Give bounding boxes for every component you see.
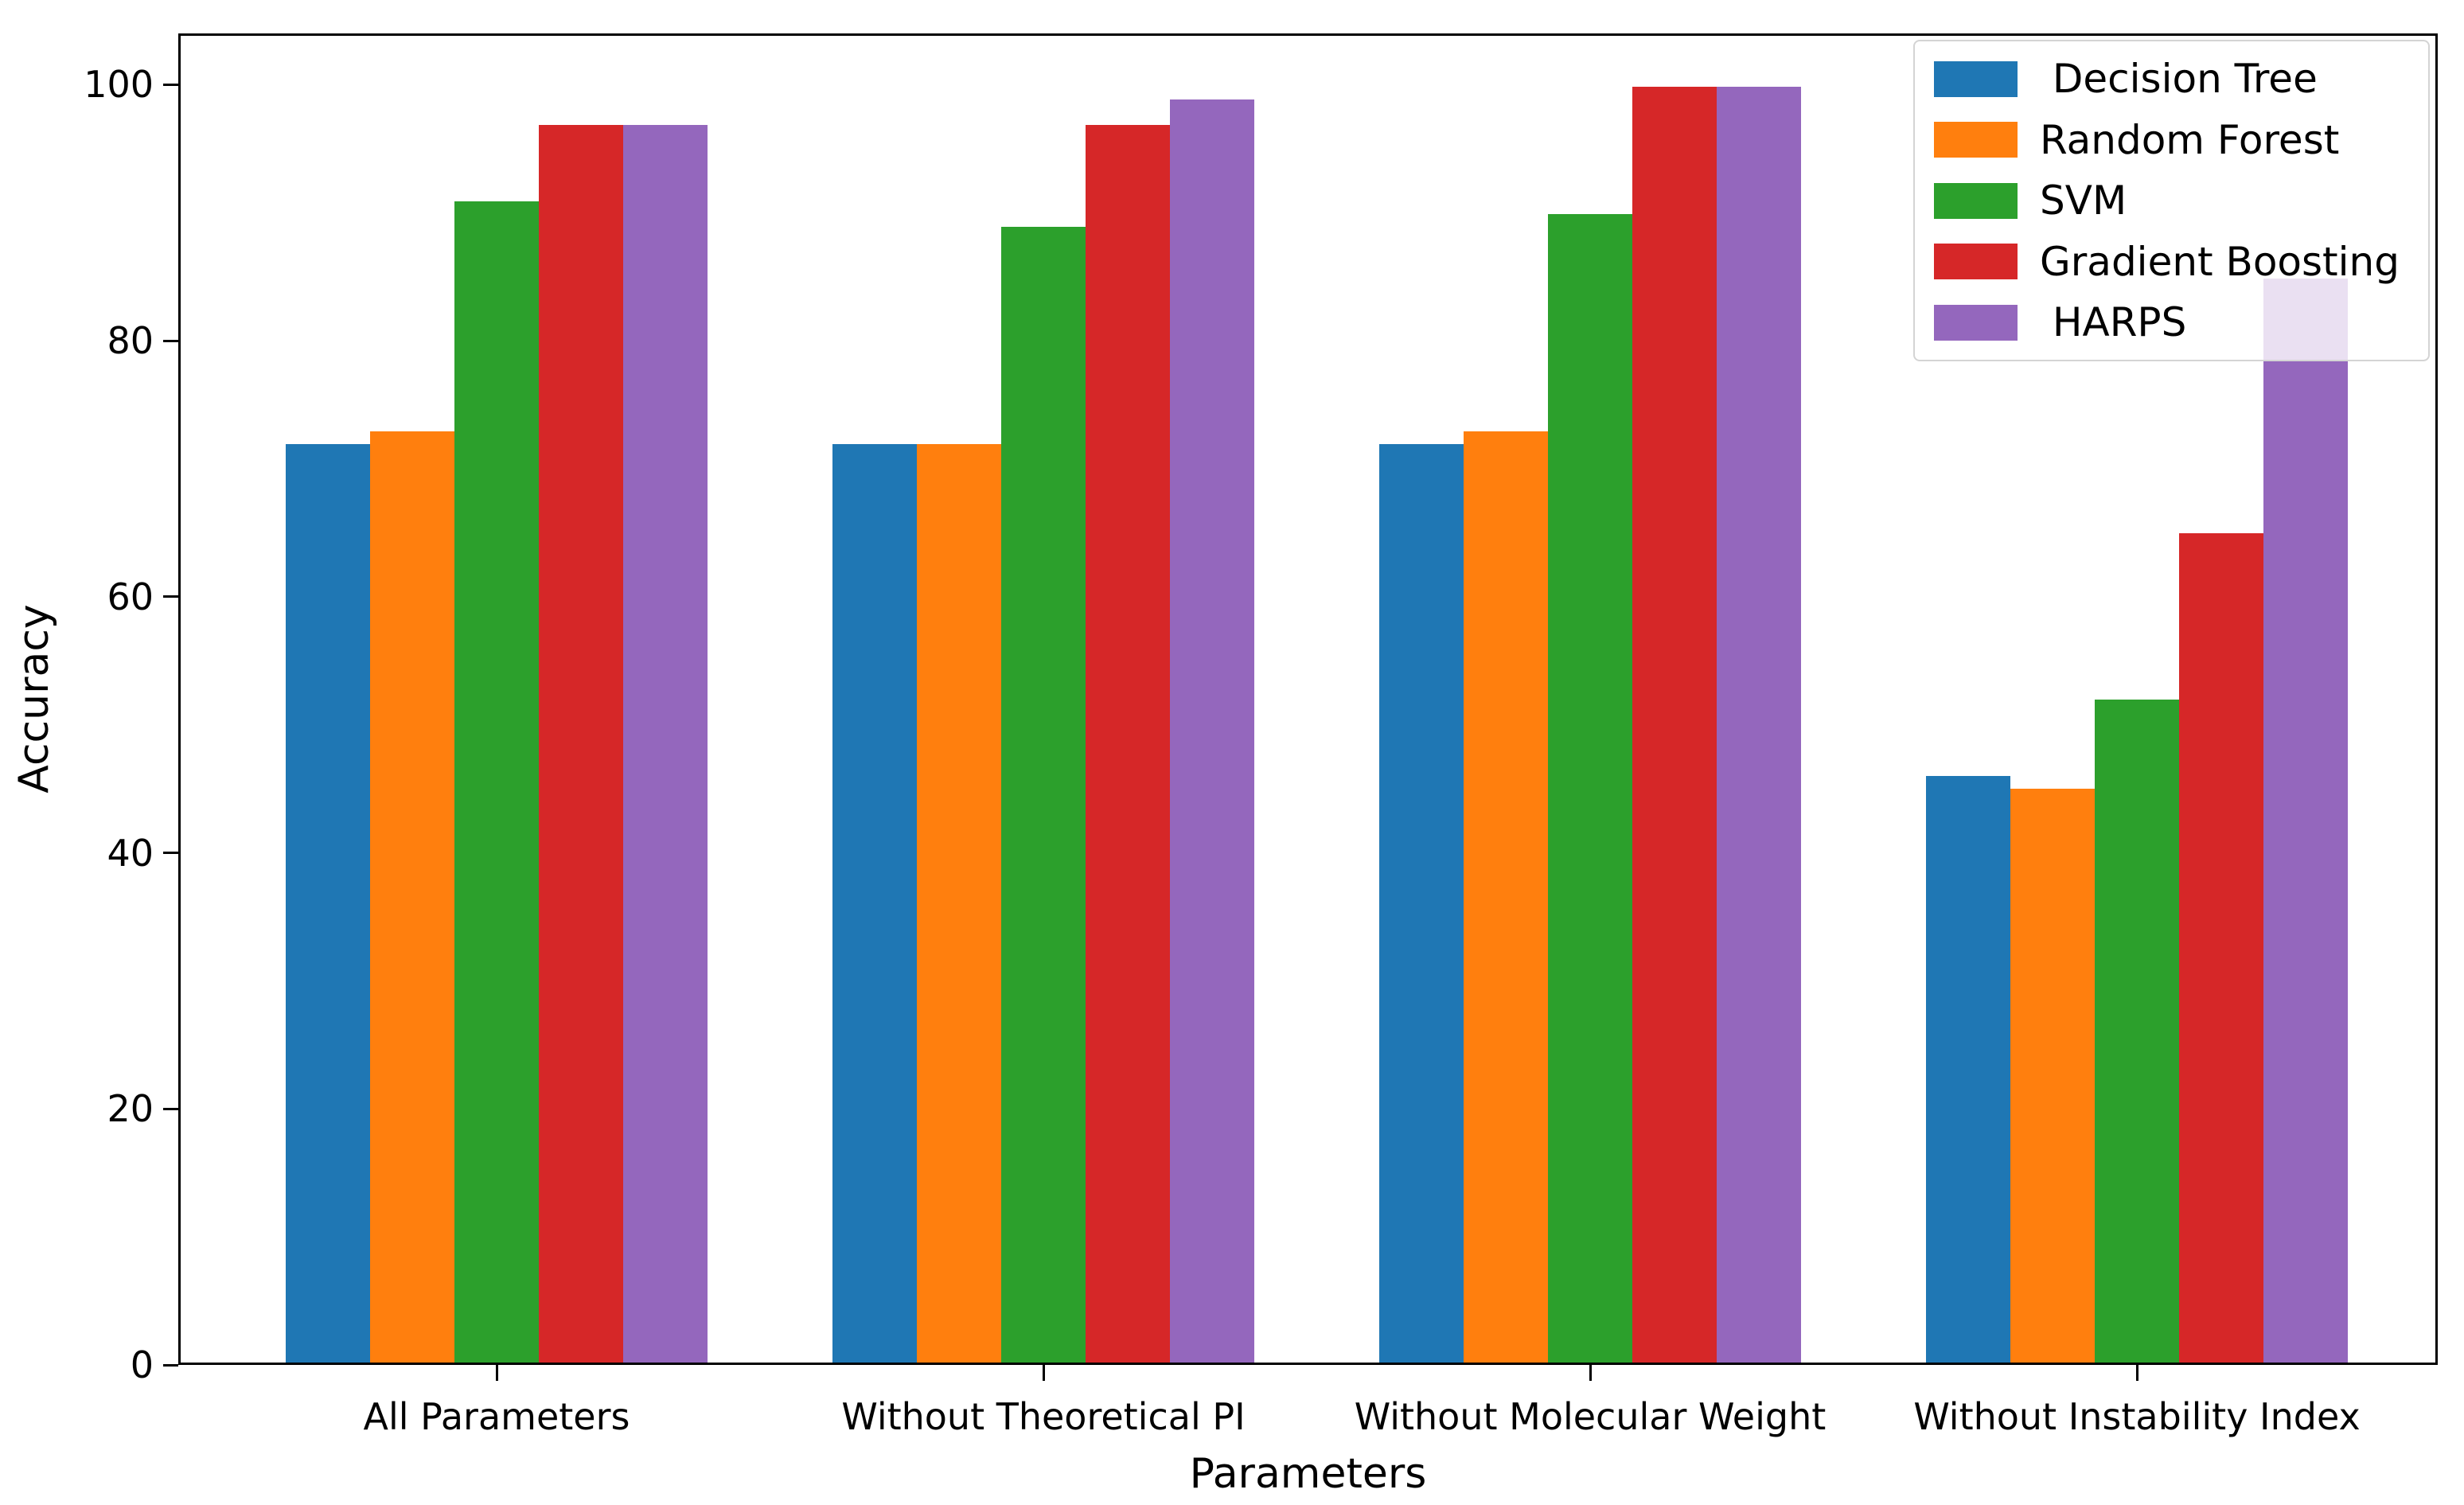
legend-item: Decision Tree xyxy=(1934,59,2409,99)
bar xyxy=(370,431,454,1363)
y-tick-label: 100 xyxy=(84,63,154,107)
bar xyxy=(1001,227,1086,1363)
bar-group xyxy=(1379,36,1801,1363)
bar xyxy=(286,443,370,1363)
bar xyxy=(1926,775,2010,1363)
y-tick-mark xyxy=(163,1107,178,1110)
y-tick-mark xyxy=(163,1363,178,1367)
bar-group xyxy=(832,36,1254,1363)
x-tick-label: Without Instability Index xyxy=(1913,1395,2361,1438)
bar xyxy=(1086,125,1170,1363)
bar xyxy=(917,443,1001,1363)
legend-label: Gradient Boosting xyxy=(2040,238,2400,285)
bar xyxy=(539,125,623,1363)
x-tick-mark xyxy=(1042,1365,1045,1381)
x-tick-mark xyxy=(495,1365,498,1381)
y-tick-label: 0 xyxy=(130,1343,154,1386)
bar xyxy=(1548,214,1632,1363)
bar xyxy=(832,443,917,1363)
y-tick-mark xyxy=(163,339,178,342)
legend-swatch xyxy=(1934,122,2018,158)
bar xyxy=(1632,87,1717,1363)
legend-swatch xyxy=(1934,182,2018,219)
bar xyxy=(2179,533,2263,1363)
legend-item: Random Forest xyxy=(1934,120,2409,160)
bar xyxy=(2095,699,2179,1363)
bar-group xyxy=(286,36,708,1363)
y-axis-label: Accuracy xyxy=(10,604,58,793)
legend-label: Decision Tree xyxy=(2040,56,2318,102)
bar xyxy=(1717,87,1801,1363)
x-tick-label: All Parameters xyxy=(363,1395,630,1438)
legend-item: Gradient Boosting xyxy=(1934,242,2409,282)
legend-swatch xyxy=(1934,60,2018,97)
legend-swatch xyxy=(1934,304,2018,341)
bar-group xyxy=(1926,36,2348,1363)
y-tick-label: 40 xyxy=(107,831,154,875)
bar xyxy=(623,125,708,1363)
y-tick-label: 80 xyxy=(107,319,154,363)
legend-item: HARPS xyxy=(1934,302,2409,342)
legend-label: SVM xyxy=(2040,177,2127,224)
bar xyxy=(1464,431,1548,1363)
y-tick-mark xyxy=(163,852,178,855)
legend-swatch xyxy=(1934,244,2018,279)
legend-label: Random Forest xyxy=(2040,116,2340,163)
x-tick-mark xyxy=(1589,1365,1592,1381)
bar xyxy=(1379,443,1464,1363)
bars-layer xyxy=(181,36,2435,1363)
y-tick-label: 60 xyxy=(107,575,154,618)
legend-label: HARPS xyxy=(2040,299,2187,345)
y-tick-label: 20 xyxy=(107,1087,154,1131)
bar xyxy=(1170,99,1254,1363)
x-tick-label: Without Molecular Weight xyxy=(1354,1395,1827,1438)
x-tick-mark xyxy=(2135,1365,2138,1381)
y-tick-mark xyxy=(163,83,178,86)
bar xyxy=(2263,278,2348,1363)
legend-item: SVM xyxy=(1934,181,2409,220)
x-axis-label: Parameters xyxy=(1189,1450,1427,1498)
y-tick-mark xyxy=(163,595,178,598)
bar xyxy=(454,201,539,1363)
x-tick-label: Without Theoretical PI xyxy=(841,1395,1246,1438)
bar xyxy=(2010,788,2095,1363)
legend: Decision Tree Random Forest SVM Gradient Bo… xyxy=(1913,40,2430,361)
